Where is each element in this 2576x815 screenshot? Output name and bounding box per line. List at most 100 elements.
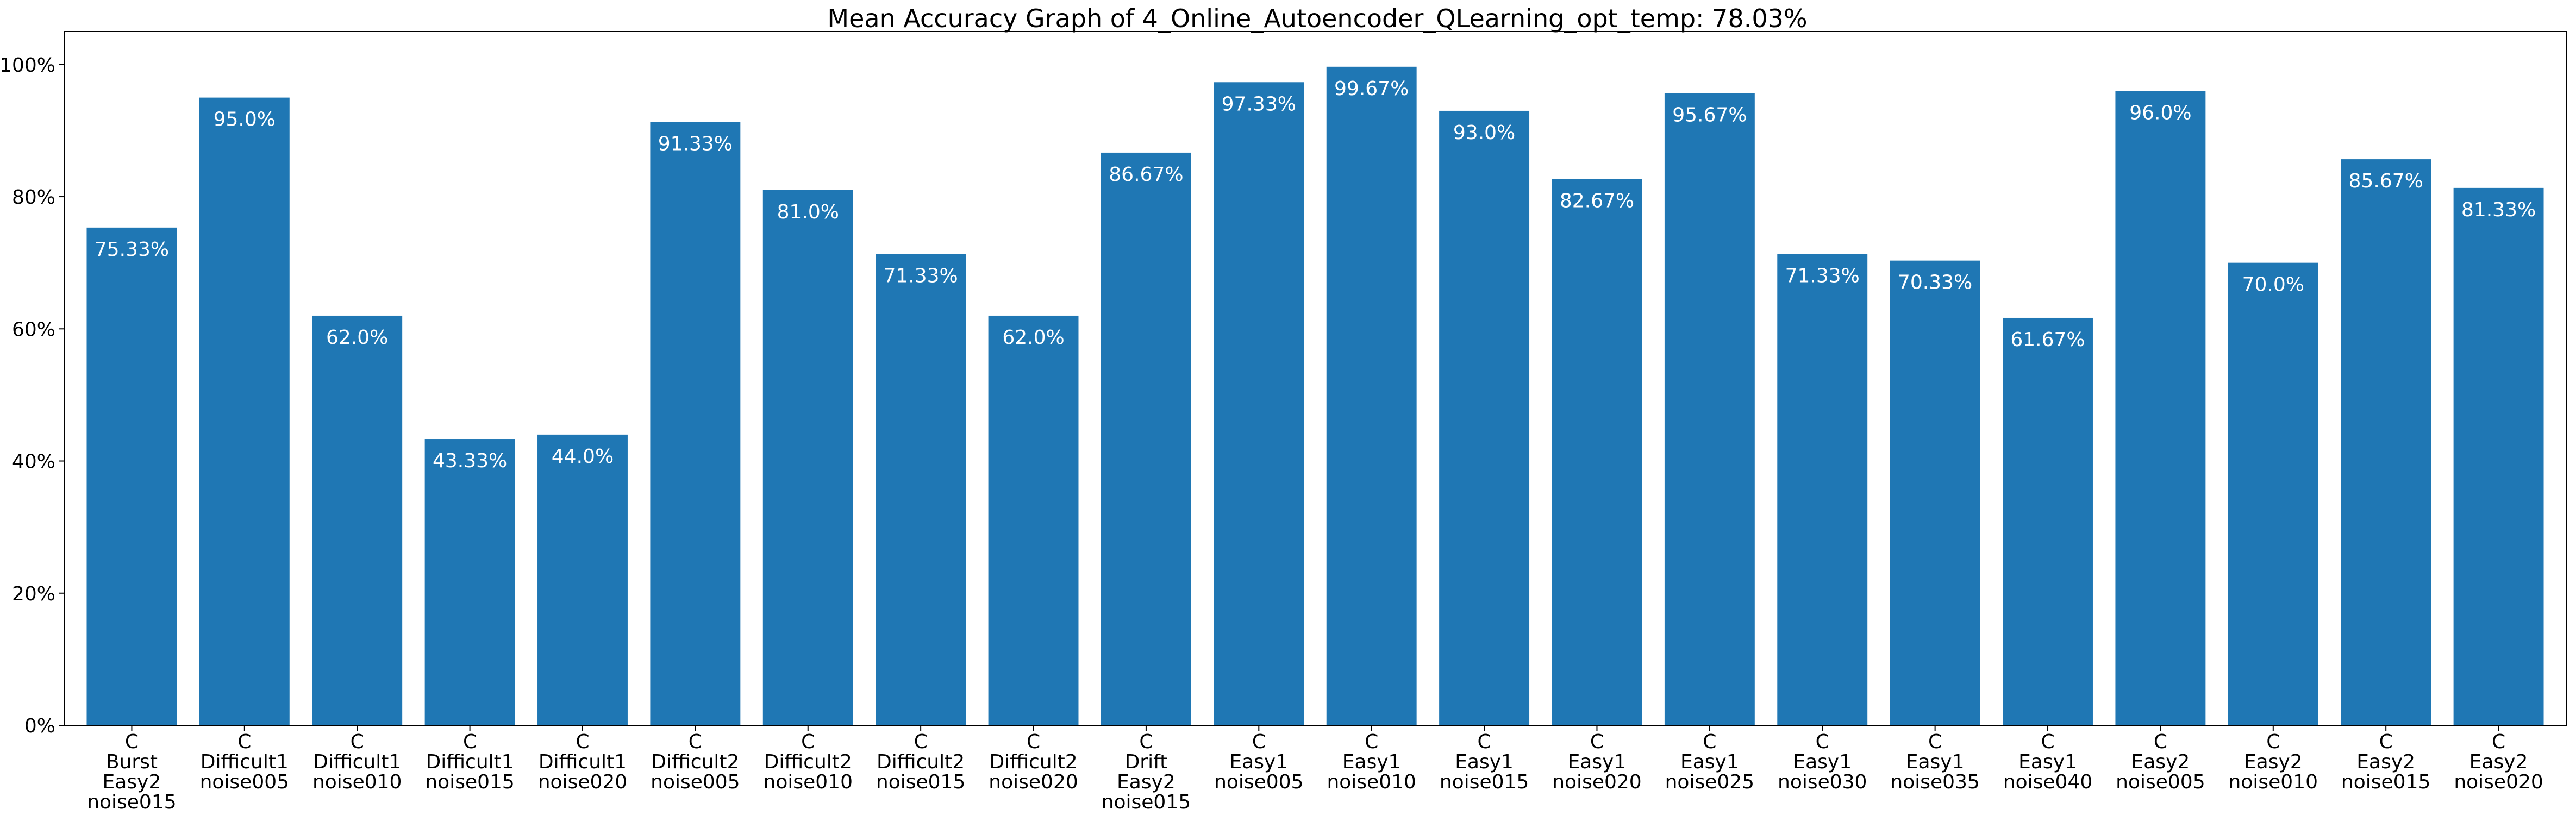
bars-layer: 75.33% 95.0% 62.0% 43.33% 44.0% 91.33% 81.0% 71… (86, 66, 2544, 726)
y-axis: 0% 20% 40% 60% 80% 100% (0, 54, 64, 737)
x-tick-label-line: Drift (1125, 751, 1168, 773)
x-tick-label-line: noise005 (2116, 771, 2205, 793)
x-tick-label-line: noise015 (876, 771, 965, 793)
bar (2228, 262, 2318, 726)
x-tick-label-line: noise015 (425, 771, 514, 793)
x-tick-label-line: noise020 (538, 771, 627, 793)
x-tick-label-line: noise015 (1440, 771, 1529, 793)
x-tick-label-line: C (1252, 731, 1266, 753)
bar (1439, 110, 1530, 725)
x-tick-label: C Difficult1 noise020 (538, 731, 627, 793)
x-tick-label-line: noise040 (2003, 771, 2092, 793)
bar-value-label: 95.67% (1672, 104, 1747, 126)
x-tick-label: C Difficult2 noise005 (651, 731, 740, 793)
x-tick-label-line: C (576, 731, 589, 753)
x-tick-label-line: noise020 (2454, 771, 2543, 793)
x-tick-label: C Difficult1 noise015 (425, 731, 514, 793)
x-tick-label-line: noise015 (87, 791, 176, 813)
x-tick-label-line: C (463, 731, 477, 753)
x-tick-label: C Easy1 noise035 (1890, 731, 1979, 793)
x-tick-label-line: Easy2 (2469, 751, 2528, 773)
x-tick-label-line: Easy1 (1342, 751, 1401, 773)
x-tick-label: C Easy2 noise020 (2454, 731, 2543, 793)
x-tick-label-line: C (1590, 731, 1604, 753)
x-tick-label-line: C (2154, 731, 2167, 753)
x-tick-label-line: Easy1 (1680, 751, 1739, 773)
bar (1890, 260, 1980, 726)
x-tick-label-line: noise005 (651, 771, 740, 793)
bar-value-label: 81.0% (777, 201, 839, 223)
bar (1664, 93, 1755, 725)
bar-value-label: 70.0% (2242, 274, 2304, 296)
x-tick-label: C Drift Easy2 noise015 (1102, 731, 1191, 813)
x-tick-label: C Easy2 noise015 (2341, 731, 2430, 793)
x-tick-label: C Difficult1 noise005 (200, 731, 289, 793)
y-tick-label: 40% (12, 451, 55, 473)
bar-value-label: 85.67% (2349, 170, 2423, 192)
x-tick-label: C Easy2 noise005 (2116, 731, 2205, 793)
x-tick-label: C Easy1 noise030 (1778, 731, 1867, 793)
bar-value-label: 43.33% (433, 450, 507, 472)
bar-value-label: 62.0% (326, 327, 388, 349)
x-tick-label-line: Easy1 (1793, 751, 1852, 773)
x-tick-label-line: Easy2 (2356, 751, 2415, 773)
bar (1214, 82, 1304, 725)
x-tick-label: C Difficult2 noise015 (876, 731, 965, 793)
x-tick-label-line: noise010 (764, 771, 853, 793)
bar-value-label: 44.0% (552, 446, 614, 468)
x-tick-label-line: Difficult1 (313, 751, 401, 773)
x-tick-label-line: noise030 (1778, 771, 1867, 793)
x-tick-label-line: noise020 (1552, 771, 1641, 793)
bar-value-label: 81.33% (2461, 199, 2536, 221)
bar (86, 227, 177, 725)
bar-value-label: 95.0% (214, 109, 276, 131)
x-tick-label-line: C (2492, 731, 2505, 753)
x-tick-label-line: Easy2 (103, 771, 161, 793)
x-tick-label-line: C (125, 731, 139, 753)
x-tick-label-line: C (801, 731, 815, 753)
x-tick-label-line: C (1027, 731, 1040, 753)
x-tick-label-line: Easy2 (2131, 751, 2190, 773)
x-tick-label-line: noise015 (2341, 771, 2430, 793)
bar (988, 315, 1079, 725)
x-tick-label-line: C (914, 731, 928, 753)
x-tick-label-line: C (237, 731, 251, 753)
y-tick-label: 100% (0, 54, 55, 77)
x-tick-label-line: C (689, 731, 702, 753)
bar-value-label: 70.33% (1898, 272, 1972, 294)
x-tick-label-line: C (1928, 731, 1942, 753)
bar (2453, 187, 2544, 725)
bar (1777, 254, 1868, 725)
bar (2003, 317, 2093, 725)
bar-value-label: 91.33% (658, 133, 733, 155)
x-tick-label-line: Easy1 (1568, 751, 1627, 773)
bar (1326, 66, 1417, 725)
x-tick-label-line: noise015 (1102, 791, 1191, 813)
y-tick-label: 80% (12, 186, 55, 209)
bar-value-label: 96.0% (2129, 102, 2191, 124)
x-tick-label-line: Difficult1 (539, 751, 627, 773)
y-tick-label: 0% (24, 715, 55, 737)
x-tick-label-line: C (1703, 731, 1716, 753)
bar (762, 190, 853, 725)
x-tick-label-line: C (2041, 731, 2054, 753)
bar-value-label: 62.0% (1002, 327, 1064, 349)
x-tick-label-line: Easy1 (1455, 751, 1514, 773)
plot-frame (64, 31, 2567, 726)
x-tick-label: C Difficult1 noise010 (312, 731, 402, 793)
x-tick-label-line: Difficult1 (426, 751, 514, 773)
x-tick-label-line: Burst (106, 751, 158, 773)
x-tick-label: C Easy2 noise010 (2229, 731, 2318, 793)
x-tick-label-line: Easy1 (2018, 751, 2077, 773)
x-tick-label: C Burst Easy2 noise015 (87, 731, 176, 813)
bar (424, 439, 515, 725)
bar (876, 254, 966, 725)
bar (537, 434, 628, 725)
x-tick-label-line: noise010 (1327, 771, 1416, 793)
x-tick-label-line: C (2266, 731, 2280, 753)
bar (1552, 179, 1642, 726)
bar-value-label: 99.67% (1334, 78, 1409, 100)
